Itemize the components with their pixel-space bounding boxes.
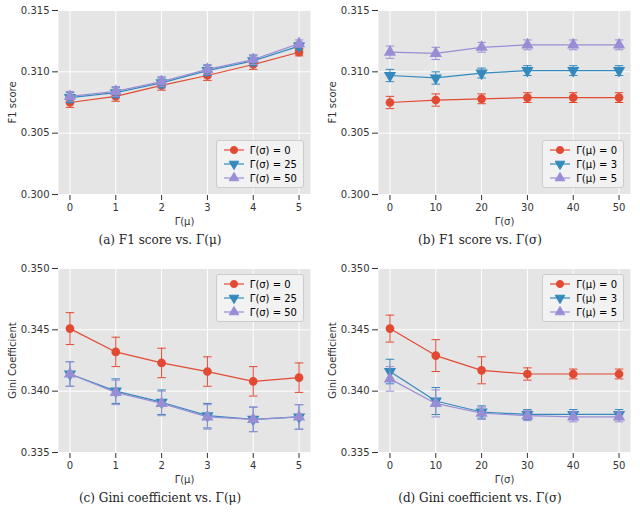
- html-text:Γ(σ) = 50: Γ(σ) = 50: [249, 306, 297, 318]
- html-text:Γ(σ) = 0: Γ(σ) = 0: [249, 144, 291, 156]
- svg-text:0.350: 0.350: [341, 263, 370, 274]
- svg-text:0.335: 0.335: [341, 447, 370, 458]
- svg-text:3: 3: [204, 202, 210, 213]
- svg-text:1: 1: [113, 460, 119, 471]
- svg-text:40: 40: [567, 460, 580, 471]
- html-text:Γ(μ) = 5: Γ(μ) = 5: [576, 306, 617, 318]
- svg-text:0.300: 0.300: [341, 189, 370, 200]
- svg-text:F1 score: F1 score: [7, 81, 18, 123]
- html-text:Γ(σ) = 50: Γ(σ) = 50: [249, 172, 297, 184]
- svg-text:40: 40: [567, 202, 580, 213]
- svg-text:0.345: 0.345: [21, 324, 50, 335]
- svg-text:Γ(σ): Γ(σ): [495, 474, 515, 485]
- svg-text:0.305: 0.305: [21, 127, 50, 138]
- svg-text:3: 3: [204, 460, 210, 471]
- html-text:Γ(μ) = 3: Γ(μ) = 3: [576, 292, 617, 304]
- svg-text:10: 10: [429, 202, 442, 213]
- svg-text:0.305: 0.305: [341, 127, 370, 138]
- html-text:Γ(μ) = 0: Γ(μ) = 0: [576, 144, 617, 156]
- svg-text:50: 50: [613, 202, 626, 213]
- svg-text:30: 30: [521, 460, 534, 471]
- svg-text:2: 2: [158, 202, 164, 213]
- html-text:(c) Gini coefficient vs. Γ(μ): (c) Gini coefficient vs. Γ(μ): [78, 491, 242, 505]
- svg-text:5: 5: [296, 460, 302, 471]
- svg-text:0: 0: [387, 202, 393, 213]
- html-text:Γ(μ) = 0: Γ(μ) = 0: [576, 278, 617, 290]
- svg-text:Γ(σ): Γ(σ): [495, 216, 515, 227]
- svg-text:0.350: 0.350: [21, 263, 50, 274]
- svg-text:0.310: 0.310: [341, 66, 370, 77]
- svg-text:0.345: 0.345: [341, 324, 370, 335]
- svg-text:5: 5: [296, 202, 302, 213]
- svg-text:30: 30: [521, 202, 534, 213]
- svg-text:10: 10: [429, 460, 442, 471]
- html-text:Γ(σ) = 25: Γ(σ) = 25: [249, 292, 297, 304]
- html-text:Γ(μ) = 5: Γ(μ) = 5: [576, 172, 617, 184]
- svg-text:1: 1: [113, 202, 119, 213]
- svg-text:20: 20: [475, 460, 488, 471]
- svg-text:0.335: 0.335: [21, 447, 50, 458]
- html-text:(a) F1 score vs. Γ(μ): (a) F1 score vs. Γ(μ): [98, 233, 222, 247]
- html-text:(d) Gini coefficient vs. Γ(σ): (d) Gini coefficient vs. Γ(σ): [398, 491, 562, 505]
- svg-text:0.340: 0.340: [21, 385, 50, 396]
- svg-text:F1 score: F1 score: [327, 81, 338, 123]
- svg-text:Gini Coefficient: Gini Coefficient: [327, 322, 338, 399]
- svg-text:Gini Coefficient: Gini Coefficient: [7, 322, 18, 399]
- svg-text:Γ(μ): Γ(μ): [175, 474, 195, 485]
- html-text:Γ(σ) = 0: Γ(σ) = 0: [249, 278, 291, 290]
- svg-text:0.310: 0.310: [21, 66, 50, 77]
- svg-text:20: 20: [475, 202, 488, 213]
- html-text:Γ(σ) = 25: Γ(σ) = 25: [249, 158, 297, 170]
- svg-text:0.315: 0.315: [341, 5, 370, 16]
- html-text:(b) F1 score vs. Γ(σ): (b) F1 score vs. Γ(σ): [418, 233, 542, 247]
- svg-text:4: 4: [250, 460, 256, 471]
- svg-text:0: 0: [67, 202, 73, 213]
- svg-text:4: 4: [250, 202, 256, 213]
- svg-text:0.300: 0.300: [21, 189, 50, 200]
- svg-text:Γ(μ): Γ(μ): [175, 216, 195, 227]
- svg-text:2: 2: [158, 460, 164, 471]
- svg-text:0: 0: [67, 460, 73, 471]
- svg-text:50: 50: [613, 460, 626, 471]
- html-text:Γ(μ) = 3: Γ(μ) = 3: [576, 158, 617, 170]
- svg-text:0.340: 0.340: [341, 385, 370, 396]
- svg-text:0.315: 0.315: [21, 5, 50, 16]
- svg-text:0: 0: [387, 460, 393, 471]
